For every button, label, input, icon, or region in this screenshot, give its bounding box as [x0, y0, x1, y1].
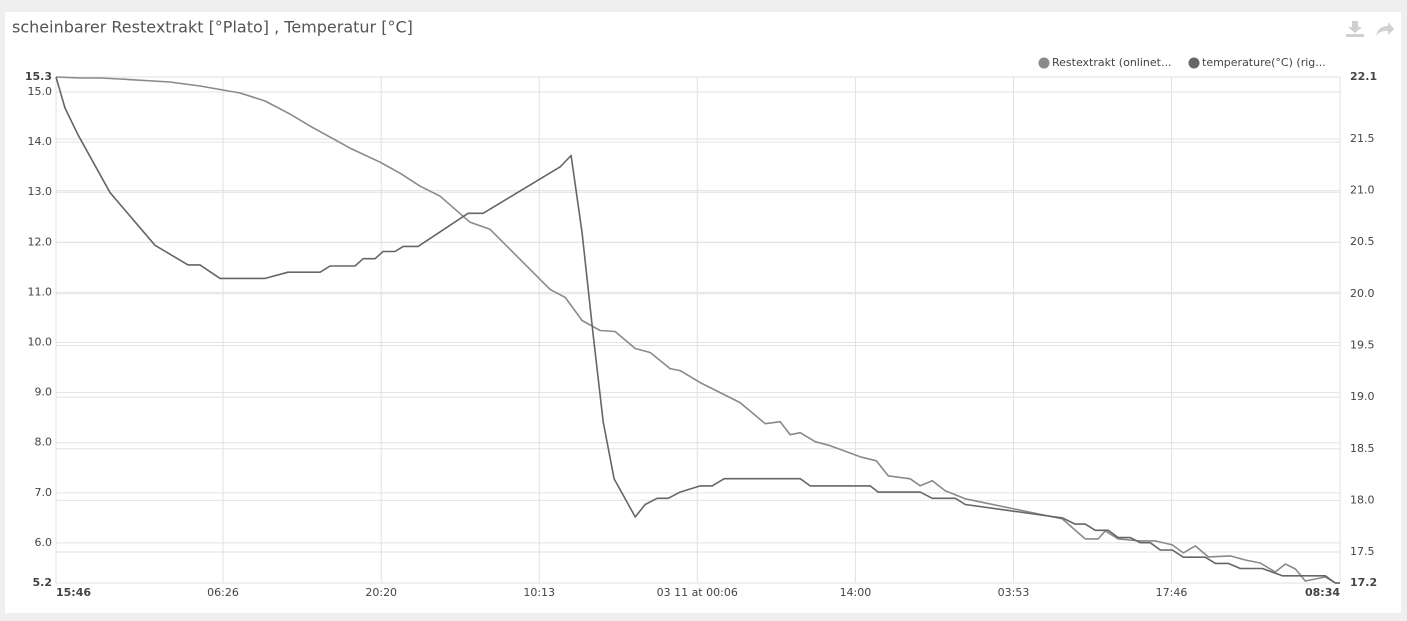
legend-marker — [1188, 57, 1200, 69]
y2-tick-label: 17.5 — [1350, 545, 1375, 558]
y2-tick-label: 21.5 — [1350, 132, 1375, 145]
y2-tick-label: 19.5 — [1350, 338, 1375, 351]
share-icon[interactable] — [1376, 22, 1394, 36]
y2-tick-label: 18.5 — [1350, 442, 1375, 455]
y-tick-label: 15.3 — [25, 70, 52, 83]
y2-tick-label: 20.5 — [1350, 235, 1375, 248]
y-tick-label: 15.0 — [28, 85, 53, 98]
y-tick-label: 7.0 — [35, 486, 53, 499]
y2-tick-label: 17.2 — [1350, 576, 1377, 589]
x-tick-label: 03 11 at 00:06 — [657, 586, 738, 599]
x-tick-label: 06:26 — [207, 586, 239, 599]
y-tick-label: 5.2 — [33, 576, 53, 589]
series-line — [55, 76, 1340, 584]
y2-tick-label: 22.1 — [1350, 70, 1377, 83]
x-tick-label: 20:20 — [365, 586, 397, 599]
y-tick-label: 6.0 — [35, 536, 53, 549]
legend-label: temperature(°C) (rig... — [1202, 56, 1326, 69]
y2-tick-label: 21.0 — [1350, 184, 1375, 197]
panel — [5, 12, 1401, 613]
x-tick-label: 14:00 — [840, 586, 872, 599]
y-tick-label: 12.0 — [28, 235, 53, 248]
x-tick-label: 03:53 — [998, 586, 1030, 599]
download-icon[interactable] — [1346, 21, 1364, 37]
legend-label: Restextrakt (onlinet... — [1052, 56, 1171, 69]
y-tick-label: 10.0 — [28, 336, 53, 349]
y2-tick-label: 20.0 — [1350, 287, 1375, 300]
x-tick-label: 10:13 — [523, 586, 555, 599]
y-tick-label: 9.0 — [35, 386, 53, 399]
x-tick-label: 08:34 — [1305, 586, 1340, 599]
y-tick-label: 14.0 — [28, 135, 53, 148]
y2-tick-label: 18.0 — [1350, 493, 1375, 506]
y-tick-label: 8.0 — [35, 436, 53, 449]
series-line — [55, 76, 1340, 584]
chart-title: scheinbarer Restextrakt [°Plato] , Tempe… — [12, 18, 413, 37]
plot-area: 5.2 6.0 7.0 8.0 9.0 10.0 11.0 12.0 13.0 14.0 15.0 1… — [25, 56, 1377, 599]
y-tick-label: 13.0 — [28, 185, 53, 198]
x-tick-label: 17:46 — [1156, 586, 1188, 599]
y2-tick-label: 19.0 — [1350, 390, 1375, 403]
y-tick-label: 11.0 — [28, 285, 53, 298]
legend-marker — [1038, 57, 1050, 69]
x-tick-label: 15:46 — [56, 586, 91, 599]
